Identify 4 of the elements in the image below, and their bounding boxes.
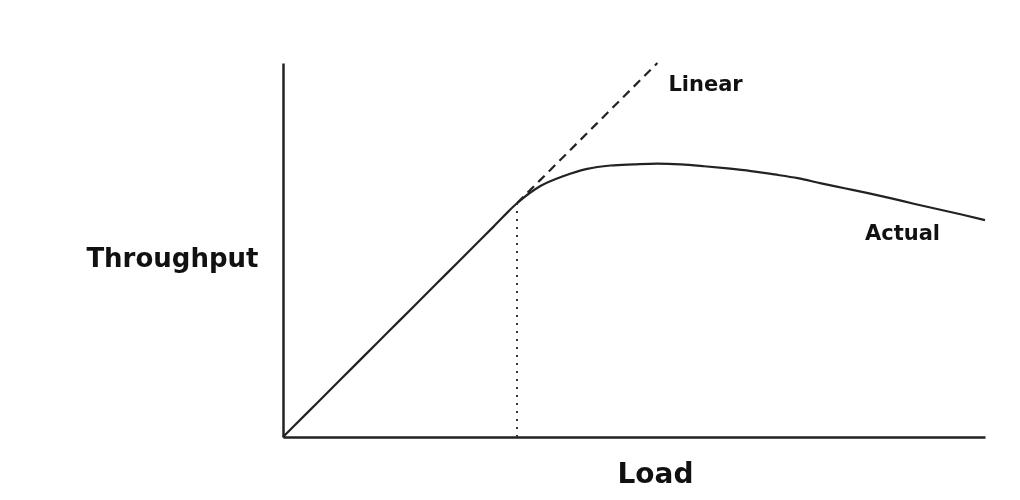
series-label: Linear (668, 72, 744, 96)
series-label: Actual (864, 221, 940, 246)
x-axis-title: Load (617, 456, 694, 490)
y-axis-title: Throughput (86, 242, 259, 273)
